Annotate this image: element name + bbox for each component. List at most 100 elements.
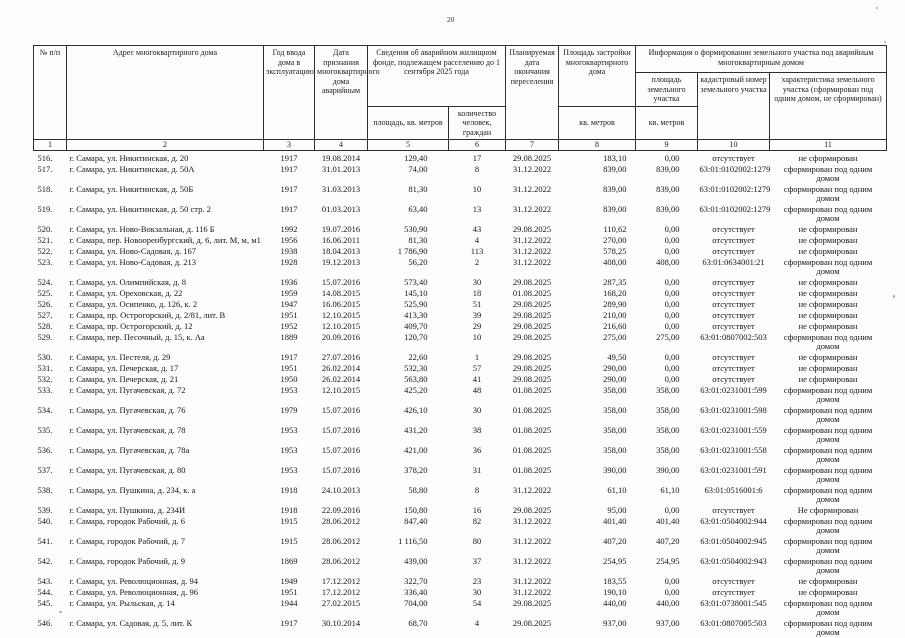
cell-footprint: 95,00 (559, 505, 636, 516)
cell-area: 409,70 (368, 321, 449, 332)
cell-date-recognized: 15.07.2016 (315, 445, 368, 465)
cell-cadastral: отсутствует (698, 277, 770, 288)
cell-date-recognized: 01.03.2013 (315, 204, 368, 224)
cell-land-area: 0,00 (636, 310, 698, 321)
cell-land-area: 0,00 (636, 363, 698, 374)
cell-area: 150,80 (368, 505, 449, 516)
cell-year: 1944 (264, 598, 315, 618)
cell-footprint: 407,20 (559, 536, 636, 556)
cell-address: г. Самара, ул. Никитинская, д. 50Б (67, 184, 264, 204)
table-row: 519.г. Самара, ул. Никитинская, д. 50 ст… (34, 204, 887, 224)
table-row: 520.г. Самара, ул. Ново-Вокзальная, д. 1… (34, 224, 887, 235)
cell-cadastral: 63:01:0231001:598 (698, 405, 770, 425)
cell-cadastral: отсутствует (698, 288, 770, 299)
cell-num: 533. (34, 385, 67, 405)
cell-area: 525,90 (368, 299, 449, 310)
cell-num: 522. (34, 246, 67, 257)
table-row: 521.г. Самара, пер. Новооренбургский, д.… (34, 235, 887, 246)
cell-date-recognized: 16.06.2011 (315, 235, 368, 246)
cell-date-recognized: 28.06.2012 (315, 556, 368, 576)
cell-date-recognized: 19.08.2014 (315, 151, 368, 165)
cell-people: 10 (449, 332, 506, 352)
cell-land-status: сформирован под одним домом (770, 536, 887, 556)
cell-footprint: 358,00 (559, 425, 636, 445)
cell-land-status: сформирован под одним домом (770, 465, 887, 485)
cell-land-area: 358,00 (636, 405, 698, 425)
cell-year: 1938 (264, 246, 315, 257)
cell-land-status: сформирован под одним домом (770, 516, 887, 536)
cell-cadastral: 63:01:0102002:1279 (698, 184, 770, 204)
cell-year: 1950 (264, 374, 315, 385)
cell-land-status: не сформирован (770, 310, 887, 321)
cell-date-recognized: 22.09.2016 (315, 505, 368, 516)
cell-year: 1951 (264, 363, 315, 374)
cell-land-area: 0,00 (636, 224, 698, 235)
cell-cadastral: отсутствует (698, 321, 770, 332)
cell-area: 1 116,50 (368, 536, 449, 556)
cell-resettle-date: 29.08.2025 (506, 224, 559, 235)
cell-area: 413,30 (368, 310, 449, 321)
col-number: 8 (559, 140, 636, 151)
cell-num: 516. (34, 151, 67, 165)
cell-year: 1936 (264, 277, 315, 288)
cell-cadastral: 63:01:0504002:945 (698, 536, 770, 556)
cell-num: 520. (34, 224, 67, 235)
cell-num: 543. (34, 576, 67, 587)
cell-cadastral: отсутствует (698, 246, 770, 257)
header-num: № п/п (34, 46, 67, 140)
cell-land-area: 358,00 (636, 425, 698, 445)
col-number: 1 (34, 140, 67, 151)
cell-resettle-date: 31.12.2022 (506, 235, 559, 246)
cell-land-status: не сформирован (770, 151, 887, 165)
cell-address: г. Самара, ул. Олимпийская, д. 8 (67, 277, 264, 288)
cell-land-area: 839,00 (636, 184, 698, 204)
cell-year: 1959 (264, 288, 315, 299)
cell-address: г. Самара, ул. Печерская, д. 21 (67, 374, 264, 385)
cell-area: 439,00 (368, 556, 449, 576)
cell-footprint: 210,00 (559, 310, 636, 321)
cell-land-status: сформирован под одним домом (770, 598, 887, 618)
cell-date-recognized: 28.06.2012 (315, 536, 368, 556)
cell-people: 51 (449, 299, 506, 310)
cell-cadastral: отсутствует (698, 224, 770, 235)
cell-footprint: 440,00 (559, 598, 636, 618)
cell-area: 532,30 (368, 363, 449, 374)
cell-cadastral: 63:01:0807002:503 (698, 332, 770, 352)
cell-address: г. Самара, ул. Никитинская, д. 50А (67, 164, 264, 184)
cell-year: 1928 (264, 257, 315, 277)
cell-cadastral: отсутствует (698, 363, 770, 374)
cell-land-area: 440,00 (636, 598, 698, 618)
cell-land-area: 0,00 (636, 235, 698, 246)
cell-land-area: 61,10 (636, 485, 698, 505)
cell-num: 546. (34, 618, 67, 638)
cell-date-recognized: 15.07.2016 (315, 277, 368, 288)
cell-cadastral: 63:01:0231001:591 (698, 465, 770, 485)
cell-footprint: 578,25 (559, 246, 636, 257)
cell-area: 81,30 (368, 184, 449, 204)
cell-date-recognized: 19.12.2013 (315, 257, 368, 277)
cell-land-area: 0,00 (636, 505, 698, 516)
cell-address: г. Самара, ул. Ново-Садовая, д. 167 (67, 246, 264, 257)
cell-cadastral: 63:01:0504002:944 (698, 516, 770, 536)
table-row: 546.г. Самара, ул. Садовая, д. 5, лит. К… (34, 618, 887, 638)
cell-area: 56,20 (368, 257, 449, 277)
column-numbers-row: 1 2 3 4 5 6 7 8 9 10 11 (34, 140, 887, 151)
header-land-status: характеристика земельного участка (сформ… (770, 73, 887, 140)
cell-year: 1979 (264, 405, 315, 425)
col-number: 4 (315, 140, 368, 151)
cell-date-recognized: 28.06.2012 (315, 516, 368, 536)
cell-year: 1917 (264, 204, 315, 224)
cell-date-recognized: 17.12.2012 (315, 576, 368, 587)
cell-resettle-date: 29.08.2025 (506, 598, 559, 618)
cell-resettle-date: 31.12.2022 (506, 164, 559, 184)
cell-cadastral: отсутствует (698, 576, 770, 587)
cell-land-status: не сформирован (770, 299, 887, 310)
cell-footprint: 289,90 (559, 299, 636, 310)
cell-num: 541. (34, 536, 67, 556)
cell-date-recognized: 20.09.2016 (315, 332, 368, 352)
cell-footprint: 408,00 (559, 257, 636, 277)
